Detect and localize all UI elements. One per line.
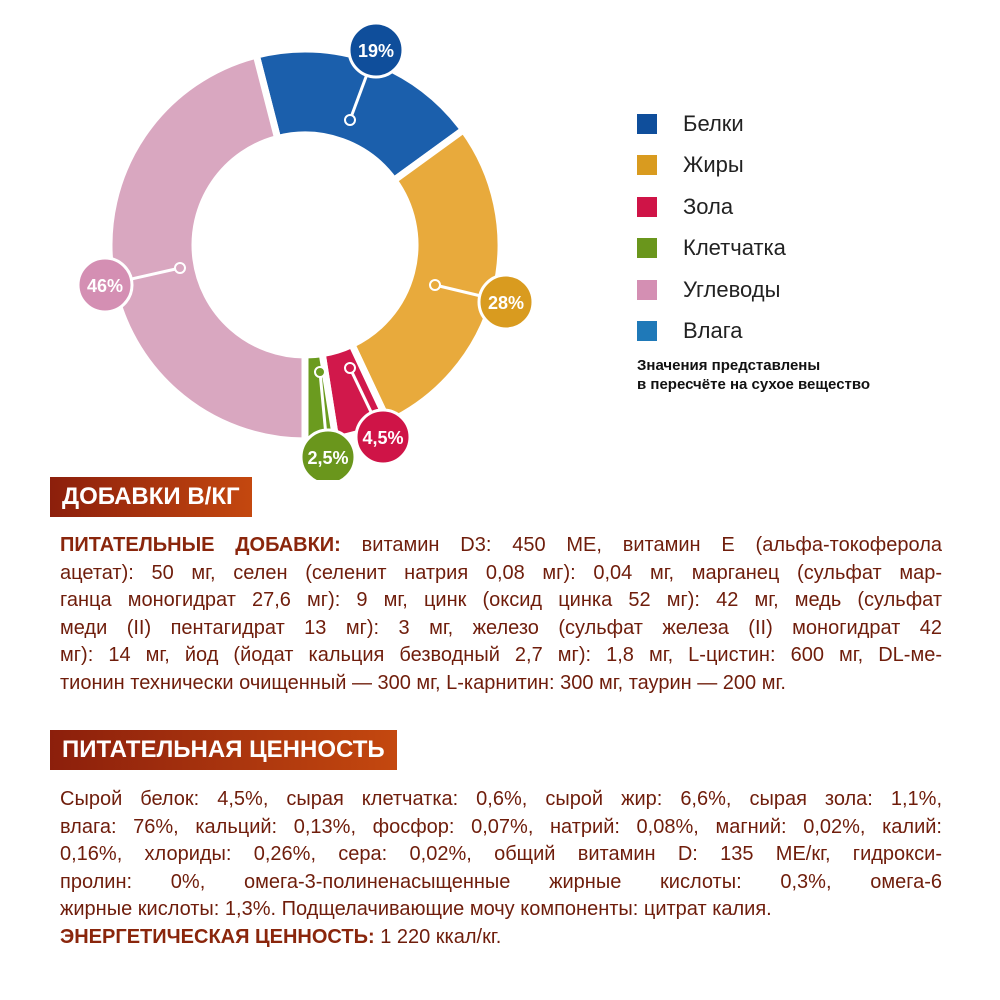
text-line: 0,16%, хлориды: 0,26%, сера: 0,02%, общи… (60, 843, 942, 865)
legend-item: Зола (637, 186, 786, 228)
leader-dot (174, 262, 186, 274)
lead: ПИТАТЕЛЬНЫЕ ДОБАВКИ: (60, 534, 341, 556)
legend-swatch (637, 155, 657, 176)
supplements-text: ПИТАТЕЛЬНЫЕ ДОБАВКИ: витамин D3: 450 МЕ,… (60, 532, 942, 697)
legend-swatch (637, 279, 657, 300)
label-badge (347, 21, 405, 79)
text-line: ацетат): 50 мг, селен (селенит натрия 0,… (60, 561, 942, 584)
legend-label: Жиры (683, 152, 744, 178)
text-line: тионин технически очищенный — 300 мг, L-… (60, 671, 786, 694)
label-badge (354, 408, 412, 466)
text-line: Сырой белок: 4,5%, сырая клетчатка: 0,6%… (60, 788, 942, 810)
label-badge (477, 273, 535, 331)
lead: ЭНЕРГЕТИЧЕСКАЯ ЦЕННОСТЬ: (60, 925, 375, 948)
text: витамин D3: 450 МЕ, витамин Е (альфа-ток… (361, 534, 942, 556)
section-heading: ДОБАВКИ В/КГ (50, 477, 252, 517)
legend-swatch (637, 113, 657, 134)
label-badge (76, 256, 134, 314)
leader-dot (314, 366, 326, 378)
value-label: 19% (358, 41, 394, 61)
legend-label: Влага (683, 318, 743, 344)
legend-item: Углеводы (637, 269, 786, 311)
leader-dot (344, 114, 356, 126)
value-label: 4,5% (362, 428, 403, 448)
text: 1 220 ккал/кг. (380, 925, 502, 948)
donut-chart: 19% 28% 4,5% 2,5% 46% (76, 21, 535, 480)
legend-label: Клетчатка (683, 235, 786, 261)
note: Значения представлены в пересчёте на сух… (637, 356, 870, 394)
text-line: мг): 14 мг, йод (йодат кальция безводный… (60, 644, 942, 666)
legend-label: Белки (683, 110, 744, 136)
slice (105, 50, 309, 445)
label-badge (299, 428, 357, 480)
legend: Белки Жиры Зола Клетчатка Углеводы Влага (637, 103, 786, 352)
legend-item: Клетчатка (637, 228, 786, 270)
legend-label: Зола (683, 193, 734, 219)
note-line: в пересчёте на сухое вещество (637, 376, 871, 393)
text-line: ЭНЕРГЕТИЧЕСКАЯ ЦЕННОСТЬ: 1 220 ккал/кг. (60, 924, 942, 952)
legend-swatch (637, 196, 657, 217)
section-heading: ПИТАТЕЛЬНАЯ ЦЕННОСТЬ (50, 730, 397, 770)
legend-label: Углеводы (683, 276, 781, 302)
legend-item: Влага (637, 311, 786, 353)
leader-dot (429, 279, 441, 291)
text-line: влага: 76%, кальций: 0,13%, фосфор: 0,07… (60, 815, 942, 838)
text-line: жирные кислоты: 1,3%. Подщелачивающие мо… (60, 898, 772, 920)
nutrition-text: Сырой белок: 4,5%, сырая клетчатка: 0,6%… (60, 786, 942, 951)
text-line: ганца моногидрат 27,6 мг): 9 мг, цинк (о… (60, 589, 942, 611)
value-label: 46% (87, 276, 123, 296)
value-label: 2,5% (307, 448, 348, 468)
note-line: Значения представлены (637, 357, 821, 374)
legend-swatch (637, 238, 657, 259)
slice (347, 124, 505, 428)
leader-dot (344, 362, 356, 374)
legend-item: Жиры (637, 145, 786, 187)
slice (251, 45, 469, 186)
legend-item: Белки (637, 103, 786, 145)
text-line: пролин: 0%, омега-3-полиненасыщенные жир… (60, 870, 942, 893)
text-line: ПИТАТЕЛЬНЫЕ ДОБАВКИ: витамин D3: 450 МЕ,… (60, 532, 942, 560)
legend-swatch (637, 321, 657, 342)
text-line: меди (II) пентагидрат 13 мг): 3 мг, желе… (60, 616, 942, 639)
value-label: 28% (488, 293, 524, 313)
